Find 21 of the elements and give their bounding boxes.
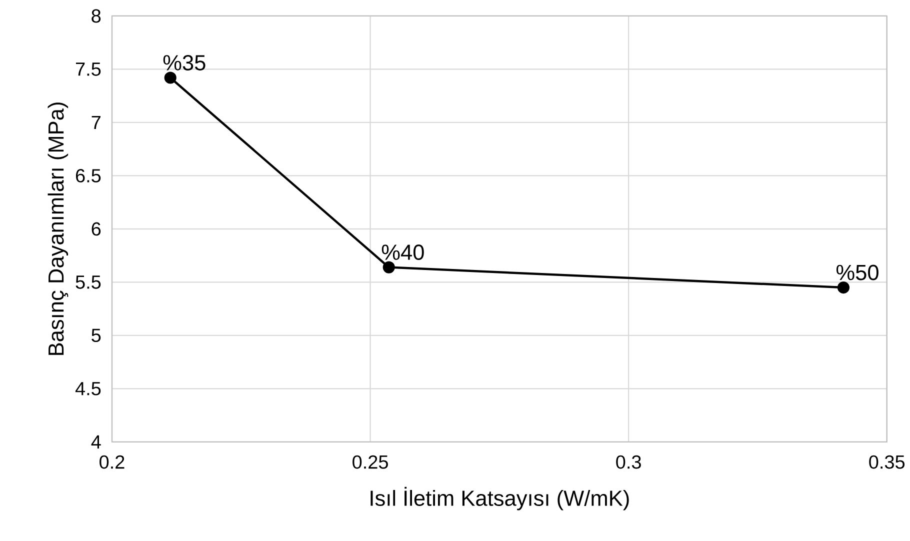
annotation: %40	[382, 244, 424, 260]
annotation: %35	[163, 55, 206, 71]
x-axis-title: Isıl İletim Katsayısı (W/mK)	[370, 486, 629, 510]
y-tick-label: 4.5	[75, 382, 101, 396]
y-tick-label: 7	[92, 116, 100, 130]
x-tick-label: 0.35	[869, 455, 905, 469]
point	[837, 282, 850, 294]
point	[164, 72, 176, 84]
x-tick-label: 0.3	[616, 455, 641, 469]
x-tick-label: 0.2	[100, 455, 124, 469]
y-axis-title: Basınç Dayanımları (MPa)	[48, 102, 68, 355]
annotation: %50	[836, 264, 878, 280]
y-tick-label: 8	[92, 9, 101, 23]
y-tick-label: 6	[92, 222, 101, 236]
y-tick-label: 6.5	[76, 169, 101, 182]
y-tick-label: 5.5	[76, 276, 101, 289]
y-tick-label: 5	[92, 328, 101, 342]
y-tick-label: 4	[91, 435, 101, 448]
x-tick-label: 0.25	[352, 455, 388, 469]
y-tick-label: 7.5	[76, 62, 101, 76]
point	[382, 261, 395, 274]
